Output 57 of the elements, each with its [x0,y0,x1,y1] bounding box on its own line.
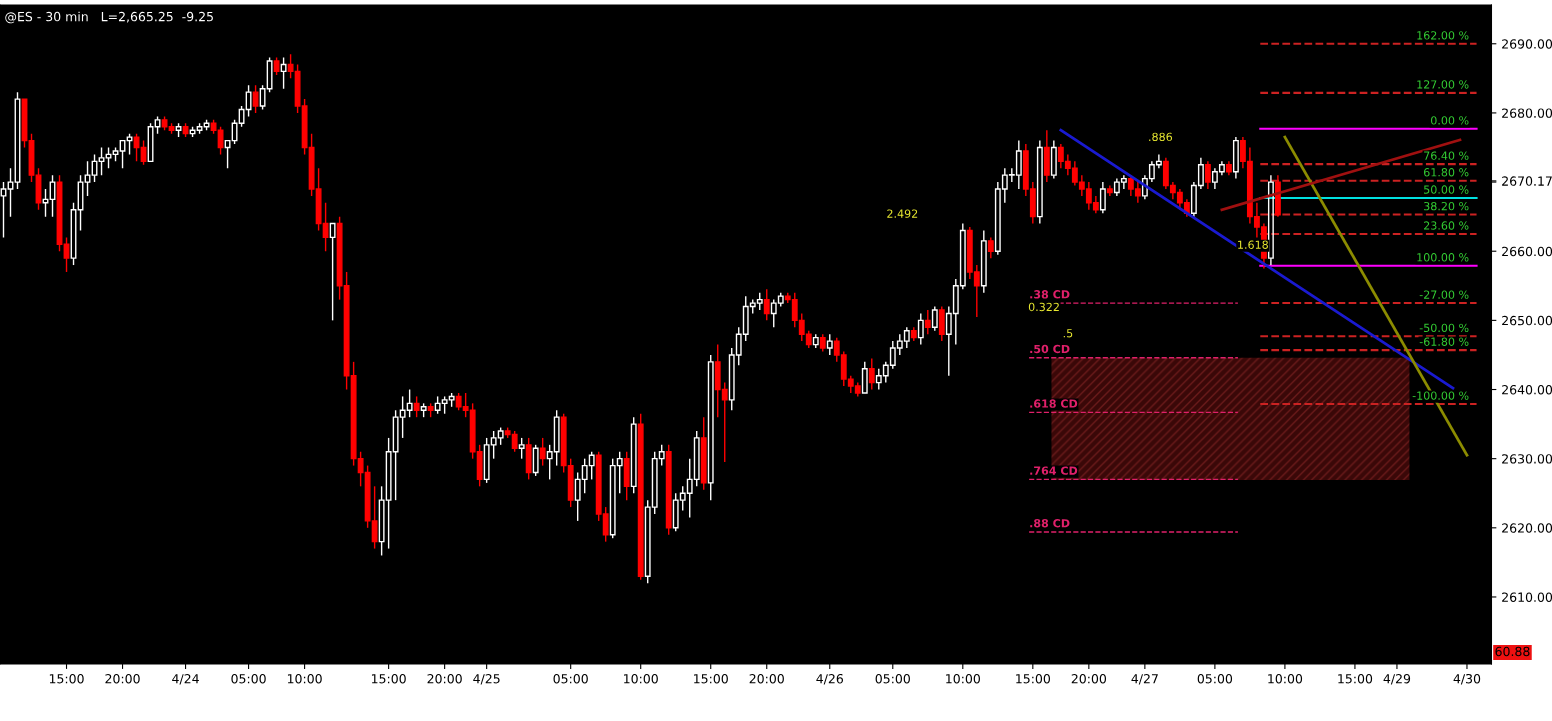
ref-line-label: .38 CD [1030,290,1070,299]
annotation: 0.322 [1028,302,1059,312]
ref-line-label: .50 CD [1030,344,1070,354]
x-tick-label: 4/25 [473,673,500,685]
annotation: -61.80 % [1419,337,1469,346]
text: 60.88 [1495,646,1530,657]
y-tick-label: 2620.00 [1502,523,1552,533]
x-tick-label: 20:00 [749,673,784,684]
x-tick-label: 15:00 [694,673,728,684]
x-tick-label: 10:00 [624,673,658,684]
x-tick-label: 10:00 [1268,673,1303,684]
annotation: 2.492 [887,209,918,218]
y-tick-label: 2650.00 [1502,315,1552,326]
x-tick-label: 15:00 [49,673,84,684]
chart-title: @ES - 30 min L=2,665.25 -9.25 [5,11,213,24]
annotation: 100.00 % [1417,253,1469,262]
x-tick-label: 10:00 [287,673,322,684]
x-tick-label: 4/27 [1131,673,1158,685]
y-tick-label: 2670.17 [1502,176,1552,186]
x-tick-label: 20:00 [427,673,462,684]
annotation: .886 [1149,132,1173,142]
x-tick-label: 15:00 [1338,673,1373,684]
annotation: 50.00 % [1424,185,1469,194]
annotation: 76.40 % [1424,151,1469,160]
y-tick-label: 2610.00 [1502,592,1552,602]
annotation: 162.00 % [1417,31,1469,40]
annotation: 127.00 % [1417,80,1469,89]
x-tick-label: 4/24 [172,673,199,685]
x-tick-label: 05:00 [553,673,588,684]
x-tick-label: 20:00 [1071,673,1107,684]
annotation: 1.618 [1238,240,1268,249]
x-tick-label: 20:00 [105,673,140,684]
y-tick-label: 2680.00 [1502,108,1552,118]
ref-line-label: .618 CD [1030,399,1078,408]
x-tick-label: 4/26 [816,673,844,685]
annotation: -50.00 % [1419,323,1469,333]
y-tick-label: 2690.00 [1502,39,1552,49]
x-tick-label: 15:00 [371,673,406,684]
ref-line-label: .764 CD [1030,466,1078,475]
x-tick-label: 05:00 [1197,673,1233,684]
y-tick-label: 2640.00 [1502,384,1552,395]
annotation: 0.00 % [1431,116,1469,125]
annotation: -100.00 % [1412,391,1469,400]
x-tick-label: 05:00 [875,673,910,684]
x-tick-label: 4/29 [1383,673,1411,685]
y-tick-label: 2630.00 [1502,454,1552,464]
annotation: 23.60 % [1424,221,1469,230]
x-tick-label: 4/30 [1453,673,1481,685]
y-tick-label: 2660.00 [1502,246,1552,257]
annotation: 38.20 % [1424,201,1469,211]
x-tick-label: 15:00 [1016,673,1051,684]
annotation: .5 [1063,329,1073,338]
x-tick-label: 05:00 [231,673,266,684]
annotation: -27.00 % [1419,290,1469,299]
x-tick-label: 10:00 [946,673,980,684]
ref-line-label: .88 CD [1030,518,1070,528]
annotation: 61.80 % [1423,168,1469,177]
